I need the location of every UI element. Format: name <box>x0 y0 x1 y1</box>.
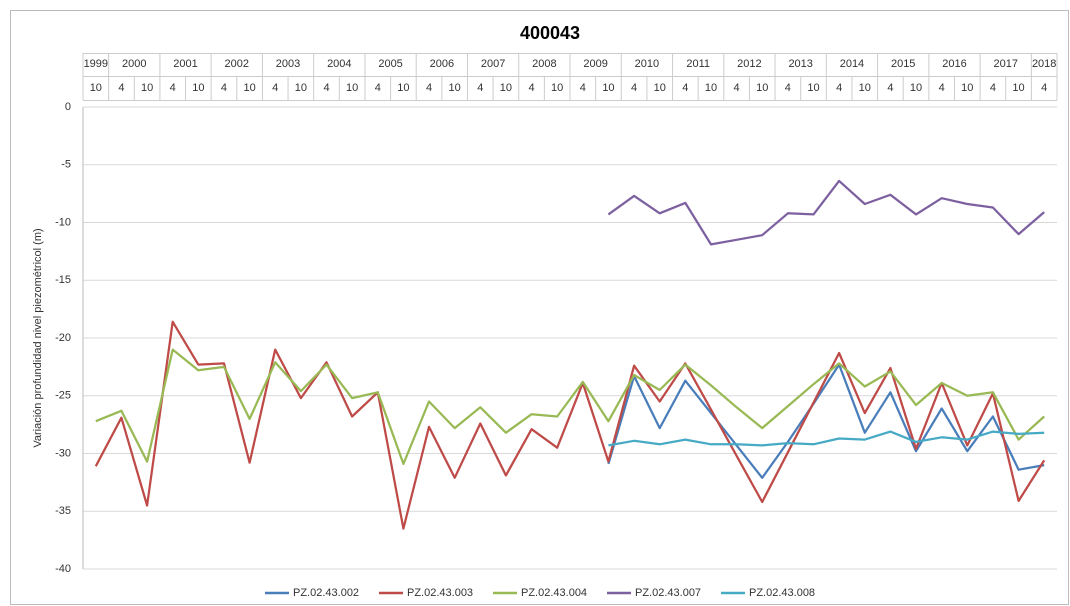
month-label: 4 <box>631 82 637 94</box>
month-label: 10 <box>859 82 871 94</box>
legend-label: PZ.02.43.007 <box>635 587 701 599</box>
month-label: 10 <box>1012 82 1024 94</box>
y-axis-label: Variación profundidad nivel piezométrico… <box>32 228 44 447</box>
month-label: 4 <box>990 82 996 94</box>
month-label: 10 <box>654 82 666 94</box>
year-label: 1999 <box>84 58 108 70</box>
y-tick-label: -40 <box>55 563 71 575</box>
month-label: 4 <box>939 82 945 94</box>
chart-title: 400043 <box>520 23 580 43</box>
chart-frame <box>10 10 1069 605</box>
legend-label: PZ.02.43.008 <box>749 587 815 599</box>
year-label: 2006 <box>430 58 454 70</box>
legend-label: PZ.02.43.002 <box>293 587 359 599</box>
month-label: 10 <box>807 82 819 94</box>
month-label: 4 <box>580 82 586 94</box>
y-tick-label: -5 <box>61 159 71 171</box>
legend-label: PZ.02.43.003 <box>407 587 473 599</box>
year-label: 2015 <box>891 58 915 70</box>
month-label: 4 <box>1041 82 1047 94</box>
year-label: 2000 <box>122 58 146 70</box>
series-line <box>607 363 1045 479</box>
month-label: 10 <box>346 82 358 94</box>
year-label: 2009 <box>583 58 607 70</box>
month-label: 4 <box>887 82 893 94</box>
year-label: 2003 <box>276 58 300 70</box>
month-label: 10 <box>551 82 563 94</box>
y-tick-label: -20 <box>55 332 71 344</box>
month-label: 4 <box>682 82 688 94</box>
year-label: 2001 <box>173 58 197 70</box>
legend-label: PZ.02.43.004 <box>521 587 587 599</box>
month-label: 4 <box>836 82 842 94</box>
month-label: 10 <box>910 82 922 94</box>
year-label: 2017 <box>993 58 1017 70</box>
year-label: 2011 <box>686 58 710 70</box>
year-label: 2005 <box>378 58 402 70</box>
year-label: 2010 <box>635 58 659 70</box>
month-label: 10 <box>243 82 255 94</box>
month-label: 4 <box>426 82 432 94</box>
month-label: 4 <box>272 82 278 94</box>
month-label: 10 <box>602 82 614 94</box>
month-label: 10 <box>961 82 973 94</box>
month-label: 4 <box>477 82 483 94</box>
month-label: 10 <box>449 82 461 94</box>
month-label: 10 <box>705 82 717 94</box>
y-tick-label: -30 <box>55 447 71 459</box>
year-label: 2002 <box>225 58 249 70</box>
series-line <box>95 348 1045 466</box>
month-label: 4 <box>323 82 329 94</box>
year-label: 2014 <box>840 58 864 70</box>
series-line <box>607 179 1045 246</box>
month-label: 10 <box>90 82 102 94</box>
month-label: 4 <box>118 82 124 94</box>
month-label: 4 <box>734 82 740 94</box>
series-line <box>94 320 1046 530</box>
year-label: 2012 <box>737 58 761 70</box>
y-tick-label: 0 <box>65 101 71 113</box>
y-tick-label: -25 <box>55 390 71 402</box>
year-label: 2016 <box>942 58 966 70</box>
year-label: 2018 <box>1032 58 1056 70</box>
month-label: 10 <box>192 82 204 94</box>
year-label: 2007 <box>481 58 505 70</box>
y-tick-label: -15 <box>55 274 71 286</box>
series-line <box>608 430 1045 447</box>
year-label: 2008 <box>532 58 556 70</box>
month-label: 4 <box>170 82 176 94</box>
month-label: 10 <box>500 82 512 94</box>
year-label: 2013 <box>788 58 812 70</box>
month-label: 4 <box>221 82 227 94</box>
y-tick-label: -35 <box>55 505 71 517</box>
month-label: 10 <box>397 82 409 94</box>
month-label: 4 <box>785 82 791 94</box>
month-label: 4 <box>528 82 534 94</box>
month-label: 4 <box>375 82 381 94</box>
y-tick-label: -10 <box>55 216 71 228</box>
month-label: 10 <box>295 82 307 94</box>
month-label: 10 <box>141 82 153 94</box>
month-label: 10 <box>756 82 768 94</box>
year-label: 2004 <box>327 58 351 70</box>
